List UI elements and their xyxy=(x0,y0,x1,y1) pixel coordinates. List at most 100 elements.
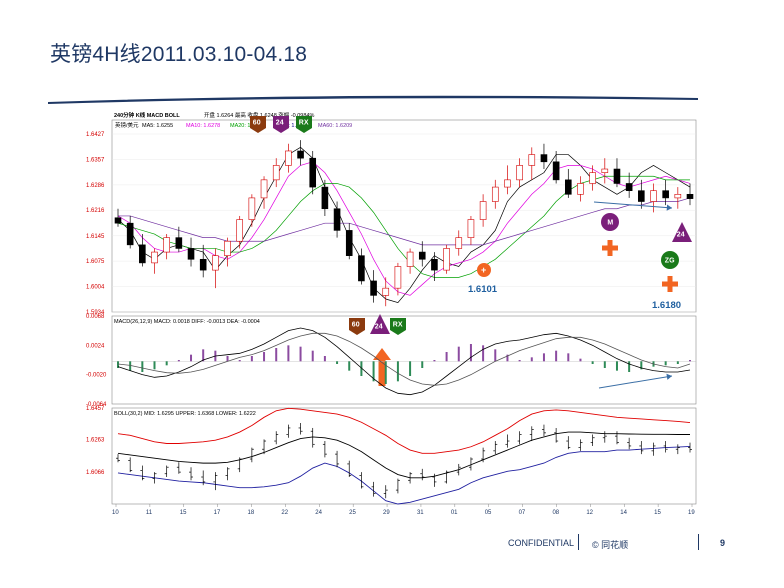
page-number: 9 xyxy=(720,538,726,548)
ma-line-ma60 xyxy=(118,197,691,246)
footer-separator-2 xyxy=(698,534,699,550)
x-tick: 11 xyxy=(146,510,153,516)
macd-diff-line xyxy=(117,327,691,396)
ma-legend-0: MA5: 1.6255 xyxy=(142,123,173,129)
stock-chart-panel: 240分钟 K线 MACD BOLL 开盘 1.6264 最高 收盘 1.6248… xyxy=(84,72,700,520)
candle-body xyxy=(613,168,621,184)
orange-arrow-up-head xyxy=(373,348,391,360)
macd-y-tick: 0.0068 xyxy=(86,314,105,320)
candle-body xyxy=(114,217,122,224)
candle-body xyxy=(601,168,609,173)
candle-body xyxy=(297,150,304,159)
candle-body xyxy=(345,230,353,256)
candle-body xyxy=(552,161,560,181)
ma-legend-2: MA20: 1.6306 xyxy=(230,123,264,129)
x-tick: 25 xyxy=(349,510,356,516)
x-tick: 10 xyxy=(112,510,119,516)
candle-body xyxy=(394,266,402,289)
candle-body xyxy=(686,193,694,199)
candle-body xyxy=(638,190,645,202)
x-tick: 31 xyxy=(417,510,424,516)
k-y-tick: 1.6075 xyxy=(86,259,105,265)
candle-body xyxy=(333,208,341,231)
boll-y-tick: 1.6457 xyxy=(86,406,105,412)
candle-body xyxy=(418,251,426,260)
x-tick: 19 xyxy=(688,510,695,516)
boll-title: BOLL(30,2) MID: 1.6295 UPPER: 1.6368 LOW… xyxy=(114,411,256,417)
x-tick: 24 xyxy=(315,510,322,516)
macd-dea-line xyxy=(117,332,691,386)
candle-body xyxy=(625,183,633,191)
boll-line-upper xyxy=(117,407,691,454)
badge-24-right-label: 24 xyxy=(677,232,685,239)
x-tick: 22 xyxy=(281,510,288,516)
trend-arrow-macd-head xyxy=(666,373,672,380)
x-tick: 01 xyxy=(451,510,458,516)
k-y-tick: 1.6357 xyxy=(86,157,105,163)
badge-24-top xyxy=(273,116,289,133)
x-tick: 15 xyxy=(654,510,661,516)
k-y-tick: 1.6286 xyxy=(86,183,105,189)
x-tick: 12 xyxy=(586,510,593,516)
x-tick: 29 xyxy=(383,510,390,516)
candle-body xyxy=(175,237,183,249)
trend-arrow-price xyxy=(593,201,673,209)
candle-body xyxy=(163,237,170,253)
badge-rx-top xyxy=(296,116,312,133)
candle-body xyxy=(272,165,280,181)
candle-body xyxy=(236,219,244,242)
badge-rx-top-label: RX xyxy=(299,120,309,127)
k-y-tick: 1.6427 xyxy=(86,132,105,138)
footer-confidential: CONFIDENTIAL xyxy=(508,538,575,548)
x-tick: 15 xyxy=(180,510,187,516)
candle-body xyxy=(528,154,536,166)
candle-body xyxy=(309,157,317,188)
candle-body xyxy=(443,248,450,271)
pane-frame-k xyxy=(111,119,697,313)
x-tick: 05 xyxy=(485,510,492,516)
x-tick: 07 xyxy=(519,510,526,516)
candle-body xyxy=(504,179,511,188)
badge-24-top-label: 24 xyxy=(276,120,284,127)
candle-body xyxy=(321,186,329,210)
ma-line-ma10 xyxy=(117,161,691,296)
candle-body xyxy=(126,222,134,246)
badge-24-bottom-label: 24 xyxy=(375,324,383,331)
plus-marker xyxy=(477,263,491,277)
badge-rx-bottom-label: RX xyxy=(393,322,403,329)
pane-frame-boll xyxy=(111,407,697,505)
candle-body xyxy=(540,154,548,163)
macd-y-tick: -0.0020 xyxy=(86,373,107,379)
badge-m xyxy=(601,213,619,231)
candle-body xyxy=(467,219,475,238)
trend-arrow-macd xyxy=(598,375,673,389)
k-y-tick: 1.5934 xyxy=(86,310,105,316)
candle-body xyxy=(224,240,231,256)
candle-body xyxy=(199,258,207,271)
title-underline xyxy=(48,95,698,104)
x-tick: 17 xyxy=(214,510,221,516)
macd-title: MACD(26,12,9) MACD: 0.0018 DIFF: -0.0013… xyxy=(114,319,260,325)
trend-arrow-price-head xyxy=(666,204,672,211)
candle-body xyxy=(589,172,596,184)
boll-y-tick: 1.6263 xyxy=(86,438,105,444)
slide-title: 英镑4H线2011.03.10-04.18 xyxy=(50,43,308,66)
macd-y-tick: -0.0064 xyxy=(86,402,107,408)
macd-y-tick: 0.0024 xyxy=(86,343,105,349)
price-annotation-1: 1.6101 xyxy=(468,284,498,295)
candle-body xyxy=(577,183,584,195)
ma-legend-3: MA30: 1.6260 xyxy=(274,123,308,129)
boll-line-lower xyxy=(117,445,691,505)
candle-body xyxy=(564,179,572,195)
badge-zg xyxy=(661,251,679,269)
candle-body xyxy=(650,190,657,202)
candle-body xyxy=(516,165,523,181)
candle-body xyxy=(260,179,268,199)
badge-60-top-label: 60 xyxy=(253,120,261,127)
candle-body xyxy=(479,201,487,220)
badge-24-bottom xyxy=(370,314,390,334)
chart-header-title: 240分钟 K线 MACD BOLL xyxy=(114,112,180,119)
candle-body xyxy=(285,150,292,166)
badge-60-bottom-label: 60 xyxy=(352,322,360,329)
plus-marker-glyph: + xyxy=(481,265,486,275)
